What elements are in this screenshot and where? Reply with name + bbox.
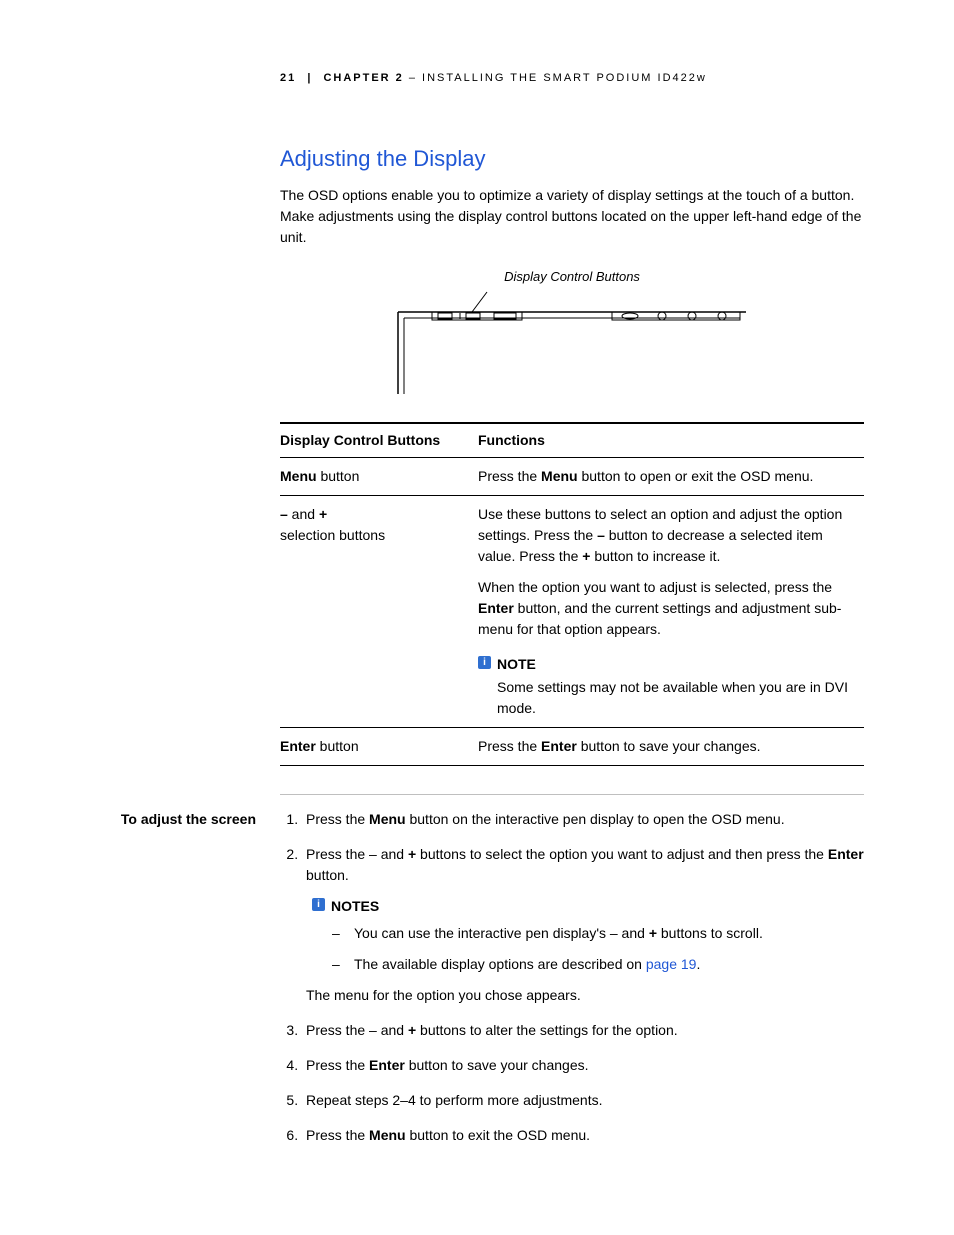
table-row: Menu button Press the Menu button to ope… [280,458,864,496]
row1-function: Press the Menu button to open or exit th… [478,458,864,496]
procedure-block: To adjust the screen Press the Menu butt… [280,794,864,1160]
step-3: Press the – and + buttons to alter the s… [302,1020,864,1041]
header-dash: – [404,72,422,84]
step-1: Press the Menu button on the interactive… [302,809,864,830]
notes-title: NOTES [331,896,379,917]
diagram-container: Display Control Buttons [280,266,864,399]
diagram-caption: Display Control Buttons [504,267,640,287]
row2-label: – and + selection buttons [280,496,478,728]
step-5: Repeat steps 2–4 to perform more adjustm… [302,1090,864,1111]
table-head-buttons: Display Control Buttons [280,423,478,458]
row1-label: Menu button [280,458,478,496]
note-body: Some settings may not be available when … [497,677,856,719]
info-icon: i [478,656,491,669]
note-item: The available display options are descri… [332,954,864,975]
page-ref-link[interactable]: page 19 [646,956,697,972]
control-buttons-table: Display Control Buttons Functions Menu b… [280,422,864,766]
procedure-label: To adjust the screen [90,809,280,1160]
document-page: 21 | CHAPTER 2 – INSTALLING THE SMART PO… [0,0,954,1235]
row2-function: Use these buttons to select an option an… [478,496,864,728]
page-header: 21 | CHAPTER 2 – INSTALLING THE SMART PO… [280,70,864,87]
procedure-body: Press the Menu button on the interactive… [280,809,864,1160]
row3-function: Press the Enter button to save your chan… [478,728,864,766]
notes-block: i NOTES You can use the interactive pen … [312,896,864,975]
chapter-title: INSTALLING THE SMART PODIUM ID422w [422,72,707,84]
note-block: i NOTE Some settings may not be availabl… [478,654,856,719]
note-title: NOTE [497,654,536,675]
steps-list: Press the Menu button on the interactive… [280,809,864,1146]
notes-list: You can use the interactive pen display'… [332,923,864,975]
chapter-label: CHAPTER 2 [323,72,403,84]
content-column: Adjusting the Display The OSD options en… [280,142,864,1161]
step-2-result: The menu for the option you chose appear… [306,985,864,1006]
section-heading: Adjusting the Display [280,142,864,175]
display-control-diagram [392,288,752,398]
table-row: Enter button Press the Enter button to s… [280,728,864,766]
intro-paragraph: The OSD options enable you to optimize a… [280,185,864,248]
step-4: Press the Enter button to save your chan… [302,1055,864,1076]
step-6: Press the Menu button to exit the OSD me… [302,1125,864,1146]
table-head-functions: Functions [478,423,864,458]
header-separator: | [307,72,312,84]
page-number: 21 [280,72,296,84]
note-item: You can use the interactive pen display'… [332,923,864,944]
row3-label: Enter button [280,728,478,766]
info-icon: i [312,898,325,911]
table-row: – and + selection buttons Use these butt… [280,496,864,728]
step-2: Press the – and + buttons to select the … [302,844,864,1006]
